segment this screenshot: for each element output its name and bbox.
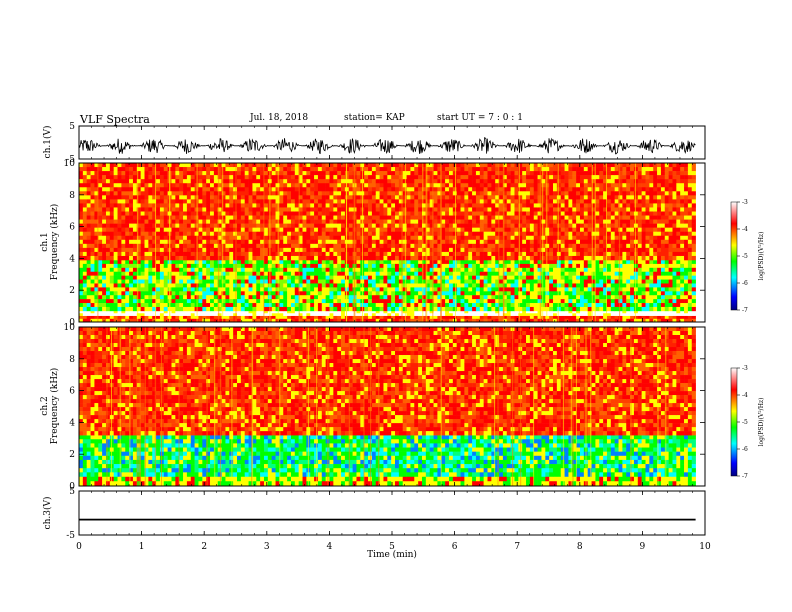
colorbar-tick-label: -7 (742, 473, 748, 480)
ch2-freq-ylabel-ch: ch.2 (40, 396, 50, 415)
time-xlabel: Time (min) (367, 549, 417, 560)
y-tick-label: -5 (66, 155, 75, 165)
colorbar-tick-label: -5 (742, 419, 748, 426)
colorbar-tick-label: -3 (742, 199, 748, 206)
x-tick-label: 7 (514, 542, 520, 552)
start-time-label: start UT = 7 : 0 : 1 (437, 113, 523, 123)
x-tick-label: 10 (699, 542, 711, 552)
colorbar-tick-label: -6 (742, 280, 748, 287)
x-tick-label: 1 (139, 542, 145, 552)
y-tick-label: 6 (69, 223, 75, 233)
y-tick-label: 0 (69, 482, 75, 492)
y-tick-label: 5 (69, 487, 75, 497)
y-tick-label: 10 (64, 159, 76, 169)
ch2-freq-ylabel-unit: Frequency (kHz) (49, 368, 60, 445)
colorbar-tick-label: -5 (742, 253, 748, 260)
ch3-waveform-frame (78, 490, 706, 536)
colorbar-tick-label: -6 (742, 446, 748, 453)
y-tick-label: 10 (64, 323, 76, 333)
y-tick-label: 5 (69, 122, 75, 132)
ch1-freq-ylabel-unit: Frequency (kHz) (49, 204, 60, 281)
ch1-colorbar-label: log(PSD)(V²/Hz) (758, 232, 765, 281)
ch1-waveform-series (78, 137, 696, 155)
ch1-waveform-series-line (78, 137, 696, 155)
colorbar-tick-label: -3 (742, 365, 748, 372)
colorbar-tick-label: -4 (742, 226, 748, 233)
date-label: Jul. 18, 2018 (250, 113, 309, 123)
y-tick-label: 0 (69, 318, 75, 328)
ch1-freq-ylabel-ch: ch.1 (40, 232, 50, 251)
ch1-voltage-ylabel: ch.1(V) (42, 126, 53, 159)
ch3-waveform-series (79, 518, 696, 521)
station-label: station= KAP (344, 113, 405, 123)
ch1-spectrogram (79, 163, 696, 323)
y-tick-label: 8 (69, 355, 75, 365)
x-tick-label: 2 (201, 542, 207, 552)
figure-title: VLF Spectra (80, 113, 150, 126)
ch2-spectrogram (79, 327, 696, 487)
colorbar-tick-label: -4 (742, 392, 748, 399)
ch2-colorbar-label: log(PSD)(V²/Hz) (758, 398, 765, 447)
ch1-waveform-frame (78, 125, 706, 160)
x-tick-label: 4 (327, 542, 333, 552)
x-tick-label: 8 (577, 542, 583, 552)
y-tick-label: 2 (69, 450, 75, 460)
ch3-waveform-line (79, 518, 696, 521)
x-tick-label: 6 (452, 542, 458, 552)
x-tick-label: 9 (640, 542, 646, 552)
ch2-colorbar: -3 -4 -5 -6 -7 log(PSD)(V²/Hz) (730, 365, 765, 480)
ch3-voltage-ylabel: ch.3(V) (42, 497, 53, 530)
y-tick-label: 4 (69, 418, 75, 428)
colorbar-tick-label: -7 (742, 307, 748, 314)
x-tick-label: 3 (264, 542, 270, 552)
y-tick-label: 6 (69, 387, 75, 397)
ch1-colorbar: -3 -4 -5 -6 -7 log(PSD)(V²/Hz) (730, 199, 765, 314)
y-tick-label: 2 (69, 286, 75, 296)
x-tick-label: 5 (389, 542, 395, 552)
y-tick-label: 8 (69, 191, 75, 201)
y-tick-label: 4 (69, 254, 75, 264)
x-tick-label: 0 (76, 542, 82, 552)
y-tick-label: -5 (66, 531, 75, 541)
